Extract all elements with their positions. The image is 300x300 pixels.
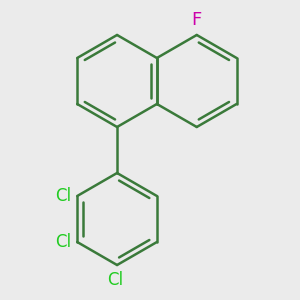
Text: Cl: Cl [107,271,123,289]
Text: Cl: Cl [56,187,72,205]
Text: Cl: Cl [56,233,72,251]
Text: F: F [192,11,202,29]
